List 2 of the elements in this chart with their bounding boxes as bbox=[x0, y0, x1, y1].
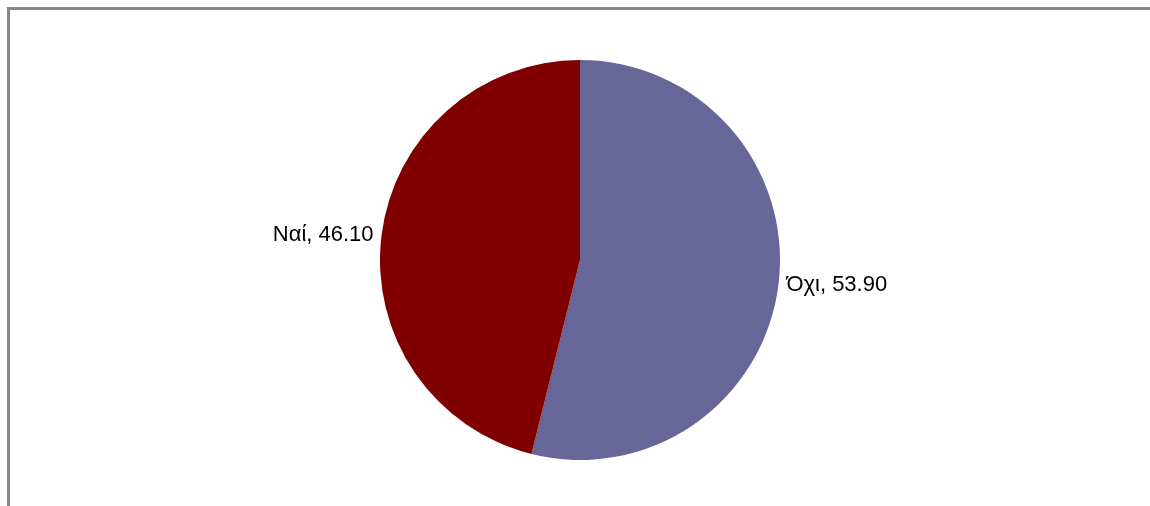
slice-label: Ναί, 46.10 bbox=[272, 220, 374, 246]
slice-label: Όχι, 53.90 bbox=[785, 271, 888, 297]
